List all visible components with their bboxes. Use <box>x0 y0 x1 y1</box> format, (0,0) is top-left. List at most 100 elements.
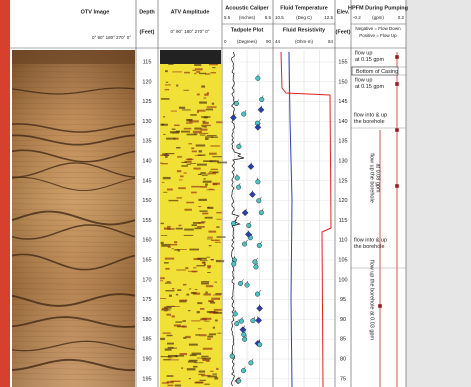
atv-speckle <box>203 263 206 266</box>
otv-texture <box>11 240 136 243</box>
atv-speckle <box>182 320 186 322</box>
atv-speckle <box>181 109 191 111</box>
annotation: Bottom of Casing <box>356 69 398 75</box>
atv-speckle <box>165 156 168 158</box>
atv-speckle <box>194 289 198 290</box>
atv-speckle <box>207 338 211 340</box>
fracture-trace <box>11 224 136 240</box>
atv-speckle <box>198 370 206 373</box>
atv-speckle <box>183 234 194 236</box>
casing-box <box>351 66 399 76</box>
atv-speckle <box>215 259 225 263</box>
atv-speckle <box>161 309 171 311</box>
tadpole <box>257 342 263 348</box>
elevation-label: 140 <box>338 119 347 125</box>
tadpole <box>242 336 248 342</box>
note: Positive = Flow Up <box>359 33 397 38</box>
tadpole <box>246 223 252 229</box>
left-accent <box>0 0 10 387</box>
elevation-label: 155 <box>338 59 347 65</box>
tadpole <box>256 305 263 312</box>
atv-speckle <box>198 150 203 153</box>
atv-speckle <box>195 381 204 384</box>
fracture-trace <box>11 358 136 372</box>
tadpole <box>259 97 265 103</box>
atv-speckle <box>216 211 222 214</box>
decorations <box>11 50 406 387</box>
otv-texture <box>11 92 136 94</box>
otv-texture <box>11 309 136 311</box>
atv-speckle <box>191 185 200 188</box>
atv-speckle <box>167 354 177 358</box>
tadpole <box>242 241 248 247</box>
atv-speckle <box>169 131 180 134</box>
atv-speckle <box>207 375 218 378</box>
otv-texture <box>11 362 136 365</box>
atv-speckle <box>201 355 209 358</box>
header: OTV Image <box>81 9 110 15</box>
atv-speckle <box>204 93 209 96</box>
atv-speckle <box>187 360 197 363</box>
unit: (Feet) <box>140 29 155 35</box>
otv-texture <box>11 71 136 73</box>
fracture-trace <box>11 87 136 95</box>
atv-speckle <box>173 324 181 327</box>
atv-speckle <box>172 347 177 349</box>
atv-speckle <box>208 333 217 336</box>
otv-texture <box>11 124 136 126</box>
atv-speckle <box>167 357 173 359</box>
atv-speckle <box>175 227 183 230</box>
depth-label: 120 <box>142 79 151 85</box>
atv-speckle <box>174 249 179 251</box>
fracture-trace <box>11 253 136 271</box>
elevation-label: 100 <box>338 277 347 283</box>
frame <box>10 0 407 387</box>
elevation-label: 130 <box>338 158 347 164</box>
atv-speckle <box>161 162 168 165</box>
atv-speckle <box>202 121 209 125</box>
atv-speckle <box>209 170 212 172</box>
atv-speckle <box>201 282 209 285</box>
otv-texture <box>11 267 136 269</box>
elevation-label: 110 <box>339 238 348 244</box>
atv-speckle <box>203 97 207 99</box>
atv-speckle <box>206 256 210 258</box>
atv-speckle <box>203 178 206 180</box>
atv-speckle <box>175 321 183 323</box>
atv-speckle <box>203 293 211 296</box>
atv-speckle <box>171 315 175 318</box>
atv-speckle <box>194 72 197 75</box>
atv-speckle <box>165 290 175 292</box>
atv-speckle <box>194 127 202 130</box>
atv-speckle <box>202 180 212 183</box>
otv-texture <box>11 214 136 216</box>
atv-speckle <box>170 243 178 246</box>
atv-speckle <box>212 373 217 375</box>
atv-speckle <box>200 260 208 262</box>
atv-speckle <box>160 337 165 341</box>
atv-speckle <box>210 370 214 372</box>
otv-texture <box>11 299 136 302</box>
atv-speckle <box>164 84 171 86</box>
depth-label: 115 <box>143 59 152 65</box>
atv-speckle <box>209 160 219 163</box>
scale-min: 44 <box>275 39 281 44</box>
otv-texture <box>11 373 136 376</box>
atv-speckle <box>176 170 182 173</box>
atv-speckle <box>200 318 207 321</box>
tadpole <box>254 123 262 131</box>
atv-speckle <box>192 130 202 133</box>
otv-texture <box>11 336 136 338</box>
atv-speckle <box>204 126 208 128</box>
atv-speckle <box>164 348 172 351</box>
atv-speckle <box>187 310 191 312</box>
atv-speckle <box>163 227 170 230</box>
atv-speckle <box>196 311 200 314</box>
atv-speckle <box>204 383 210 385</box>
atv-speckle <box>160 277 165 280</box>
annotation: at 0.15 gpm <box>355 84 384 90</box>
atv-speckle <box>185 335 191 339</box>
header: Fluid Temperature <box>280 5 328 11</box>
atv-speckle <box>207 265 212 268</box>
